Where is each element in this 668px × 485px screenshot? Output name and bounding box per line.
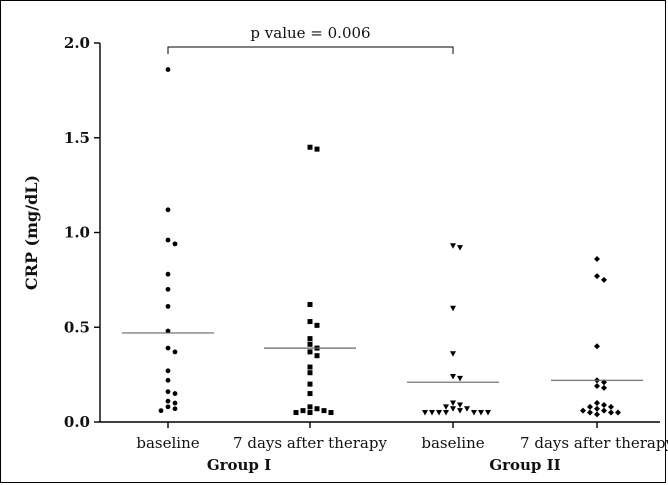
point-triangle [457,402,463,408]
y-tick-label: 0.0 [64,413,90,431]
point-diamond [587,409,593,416]
data-points [158,67,621,418]
point-square [307,404,313,410]
point-square [307,349,313,355]
point-circle [165,237,171,243]
point-triangle [450,406,456,412]
significance-bracket [167,46,454,54]
point-triangle [450,400,456,407]
x-tick-label: baseline [136,434,199,452]
point-diamond [594,400,600,407]
y-tick-label: 1.5 [64,129,90,147]
point-square [307,302,313,308]
point-triangle [429,410,435,416]
y-tick-label: 2.0 [64,34,90,52]
x-tick-label: 7 days after therapy [520,434,668,452]
point-diamond [601,407,607,414]
x-ticks: baseline 7 days after therapy baseline 7 da… [136,422,668,452]
point-diamond [594,405,600,412]
x-tick-label: baseline [421,434,484,452]
significance-annotation: p value = 0.006 [167,24,454,54]
point-circle [165,398,171,404]
point-diamond [594,273,600,280]
point-square [307,364,313,370]
point-triangle [450,305,456,312]
point-diamond [587,403,593,410]
point-circle [165,345,171,351]
point-square [307,370,313,376]
point-circle [165,328,171,334]
point-diamond [594,256,600,263]
point-circle [165,286,171,292]
point-circle [165,67,171,72]
point-square [300,408,306,414]
y-tick-label: 0.5 [64,318,90,336]
point-diamond [608,409,614,416]
group-labels: Group I Group II [207,456,561,474]
point-triangle [457,408,463,414]
point-square [307,410,313,416]
point-triangle [457,375,463,382]
point-circle [172,391,178,396]
point-triangle [478,410,484,416]
point-triangle [422,410,428,416]
y-ticks: 0.0 0.5 1.0 1.5 2.0 [64,34,100,431]
y-tick-label: 1.0 [64,224,90,242]
point-circle [165,271,171,277]
point-square [314,353,320,359]
point-circle [172,400,178,406]
point-square [314,322,320,328]
point-circle [165,404,171,410]
point-diamond [594,411,600,418]
point-triangle [485,410,491,416]
point-diamond [608,403,614,410]
axes [99,43,660,423]
point-circle [172,406,178,412]
point-circle [172,241,178,247]
point-triangle [450,243,456,249]
point-square [307,381,313,387]
point-square [307,319,313,325]
point-circle [165,389,171,395]
point-square [307,341,313,347]
point-diamond [615,409,621,416]
point-square [307,391,313,397]
point-triangle [450,351,456,357]
point-square [293,410,299,416]
point-diamond [580,407,586,414]
point-square [314,146,320,152]
point-diamond [601,276,607,283]
point-square [328,410,334,416]
point-triangle [450,374,456,380]
point-circle [165,207,171,213]
point-square [307,144,313,150]
point-square [314,406,320,412]
point-circle [172,349,178,355]
point-diamond [601,401,607,408]
point-square [307,336,313,342]
point-diamond [594,343,600,350]
point-circle [158,408,164,414]
group-label: Group I [207,456,271,474]
point-triangle [443,410,449,416]
point-circle [165,368,171,374]
p-value-label: p value = 0.006 [250,24,370,42]
point-diamond [594,382,600,389]
point-square [321,408,327,414]
median-lines [122,332,643,383]
point-triangle [443,404,449,410]
point-triangle [471,410,477,416]
point-circle [165,304,171,309]
y-axis-label: CRP (mg/dL) [22,175,41,290]
point-circle [165,377,171,383]
point-triangle [464,406,470,412]
point-triangle [436,410,442,416]
group-label: Group II [489,456,560,474]
point-diamond [601,384,607,391]
point-triangle [457,245,463,251]
x-tick-label: 7 days after therapy [233,434,387,452]
